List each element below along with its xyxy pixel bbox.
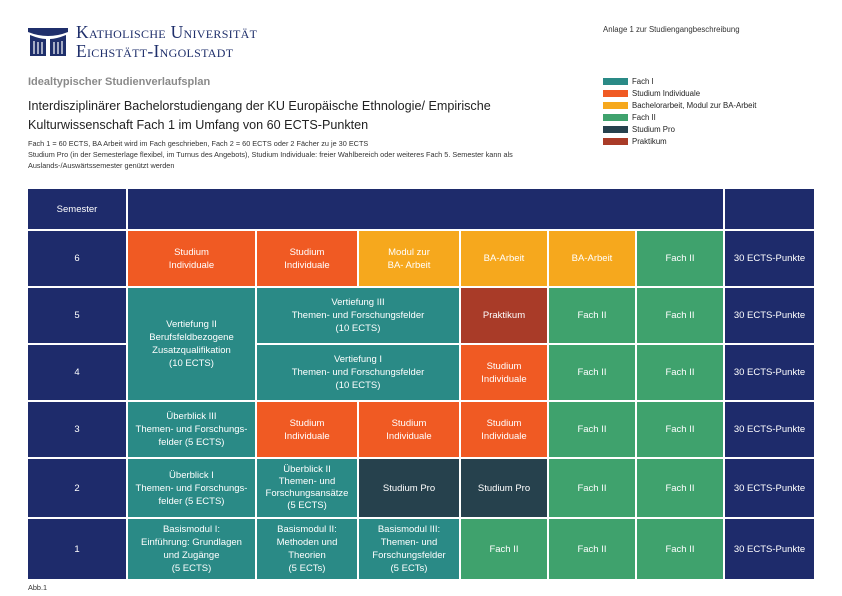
cell-s2-fach-ii: Fach II [549,459,635,517]
legend-item: Fach II [603,111,756,123]
anlage-label: Anlage 1 zur Studiengangbeschreibung [603,25,740,34]
cell-s3-studium-individuale-3: Studium Individuale [461,402,547,457]
cell-s2-ueberblick-i: Überblick I Themen- und Forschungs- feld… [128,459,255,517]
semester-header: Semester [28,189,126,229]
semester-label-2: 2 [28,459,126,517]
legend-label: Praktikum [632,136,667,146]
legend-label: Studium Pro [632,124,675,134]
semester-label-1: 1 [28,519,126,579]
legend-swatch [603,113,628,121]
cell-s1-fach-ii: Fach II [461,519,547,579]
cell-s1-basismodul-iii: Basismodul III: Themen- und Forschungsfe… [359,519,459,579]
cell-s6-studium-individuale: Studium Individuale [128,231,255,286]
legend-item: Fach I [603,75,756,87]
legend-swatch [603,77,628,85]
cell-s5-fach-ii: Fach II [549,288,635,343]
legend-item: Studium Pro [603,123,756,135]
semester-label-6: 6 [28,231,126,286]
cell-s2-studium-pro: Studium Pro [359,459,459,517]
cell-s4-studium-individuale: Studium Individuale [461,345,547,400]
cell-s3-fach-ii-2: Fach II [637,402,723,457]
cell-s5-praktikum: Praktikum [461,288,547,343]
legend-label: Fach I [632,76,654,86]
legend-item: Bachelorarbeit, Modul zur BA-Arbeit [603,99,756,111]
ects-6: 30 ECTS-Punkte [725,231,814,286]
legend-item: Studium Individuale [603,87,756,99]
ects-2: 30 ECTS-Punkte [725,459,814,517]
university-name-line1: Katholische Universität [76,22,258,42]
legend-label: Bachelorarbeit, Modul zur BA-Arbeit [632,100,757,110]
figure-caption: Abb.1 [28,583,48,592]
legend-label: Studium Individuale [632,88,701,98]
cell-s3-studium-individuale-2: Studium Individuale [359,402,459,457]
semester-label-3: 3 [28,402,126,457]
legend-swatch [603,101,628,109]
cell-s5-vertiefung-iii: Vertiefung III Themen- und Forschungsfel… [257,288,459,343]
cell-s6-ba-arbeit-2: BA-Arbeit [549,231,635,286]
cell-s5-fach-ii-2: Fach II [637,288,723,343]
legend-swatch [603,125,628,133]
cell-s3-ueberblick-iii: Überblick III Themen- und Forschungs- fe… [128,402,255,457]
cell-s6-modul-ba: Modul zur BA- Arbeit [359,231,459,286]
semester-label-4: 4 [28,345,126,400]
cell-s1-fach-ii-2: Fach II [549,519,635,579]
cell-s3-fach-ii: Fach II [549,402,635,457]
university-name: Katholische Universität Eichstätt-Ingols… [76,23,257,61]
university-name-line2: Eichstätt-Ingolstadt [76,41,234,61]
ects-5: 30 ECTS-Punkte [725,288,814,343]
header-bar [128,189,723,229]
cell-s2-fach-ii-2: Fach II [637,459,723,517]
study-plan-table: Semester 6 Studium Individuale Studium I… [28,189,814,579]
cell-s4-fach-ii-2: Fach II [637,345,723,400]
university-logo-icon [28,28,68,56]
header-bar-ects [725,189,814,229]
legend-label: Fach II [632,112,656,122]
legend-swatch [603,137,628,145]
cell-s1-basismodul-ii: Basismodul II: Methoden und Theorien (5 … [257,519,357,579]
cell-s6-fach-ii: Fach II [637,231,723,286]
cell-s2-studium-pro-2: Studium Pro [461,459,547,517]
document-title: Interdisziplinärer Bachelorstudiengang d… [28,99,491,132]
cell-s6-studium-individuale-2: Studium Individuale [257,231,357,286]
cell-s1-fach-ii-3: Fach II [637,519,723,579]
semester-label-5: 5 [28,288,126,343]
cell-s5-s4-vertiefung-ii: Vertiefung II Berufsfeldbezogene Zusatzq… [128,288,255,400]
cell-s6-ba-arbeit: BA-Arbeit [461,231,547,286]
document-notes: Fach 1 = 60 ECTS, BA Arbeit wird im Fach… [28,138,588,171]
document-subtitle: Idealtypischer Studienverlaufsplan [28,76,211,88]
ects-3: 30 ECTS-Punkte [725,402,814,457]
legend: Fach I Studium Individuale Bachelorarbeit,… [603,75,756,147]
note-2: Studium Pro (in der Semesterlage flexibe… [28,150,513,170]
legend-swatch [603,89,628,97]
legend-item: Praktikum [603,135,756,147]
ects-1: 30 ECTS-Punkte [725,519,814,579]
cell-s4-vertiefung-i: Vertiefung I Themen- und Forschungsfelde… [257,345,459,400]
cell-s4-fach-ii: Fach II [549,345,635,400]
ects-4: 30 ECTS-Punkte [725,345,814,400]
cell-s1-basismodul-i: Basismodul I: Einführung: Grundlagen und… [128,519,255,579]
cell-s3-studium-individuale: Studium Individuale [257,402,357,457]
note-1: Fach 1 = 60 ECTS, BA Arbeit wird im Fach… [28,139,369,148]
cell-s2-ueberblick-ii: Überblick II Themen- und Forschungsansät… [257,459,357,517]
